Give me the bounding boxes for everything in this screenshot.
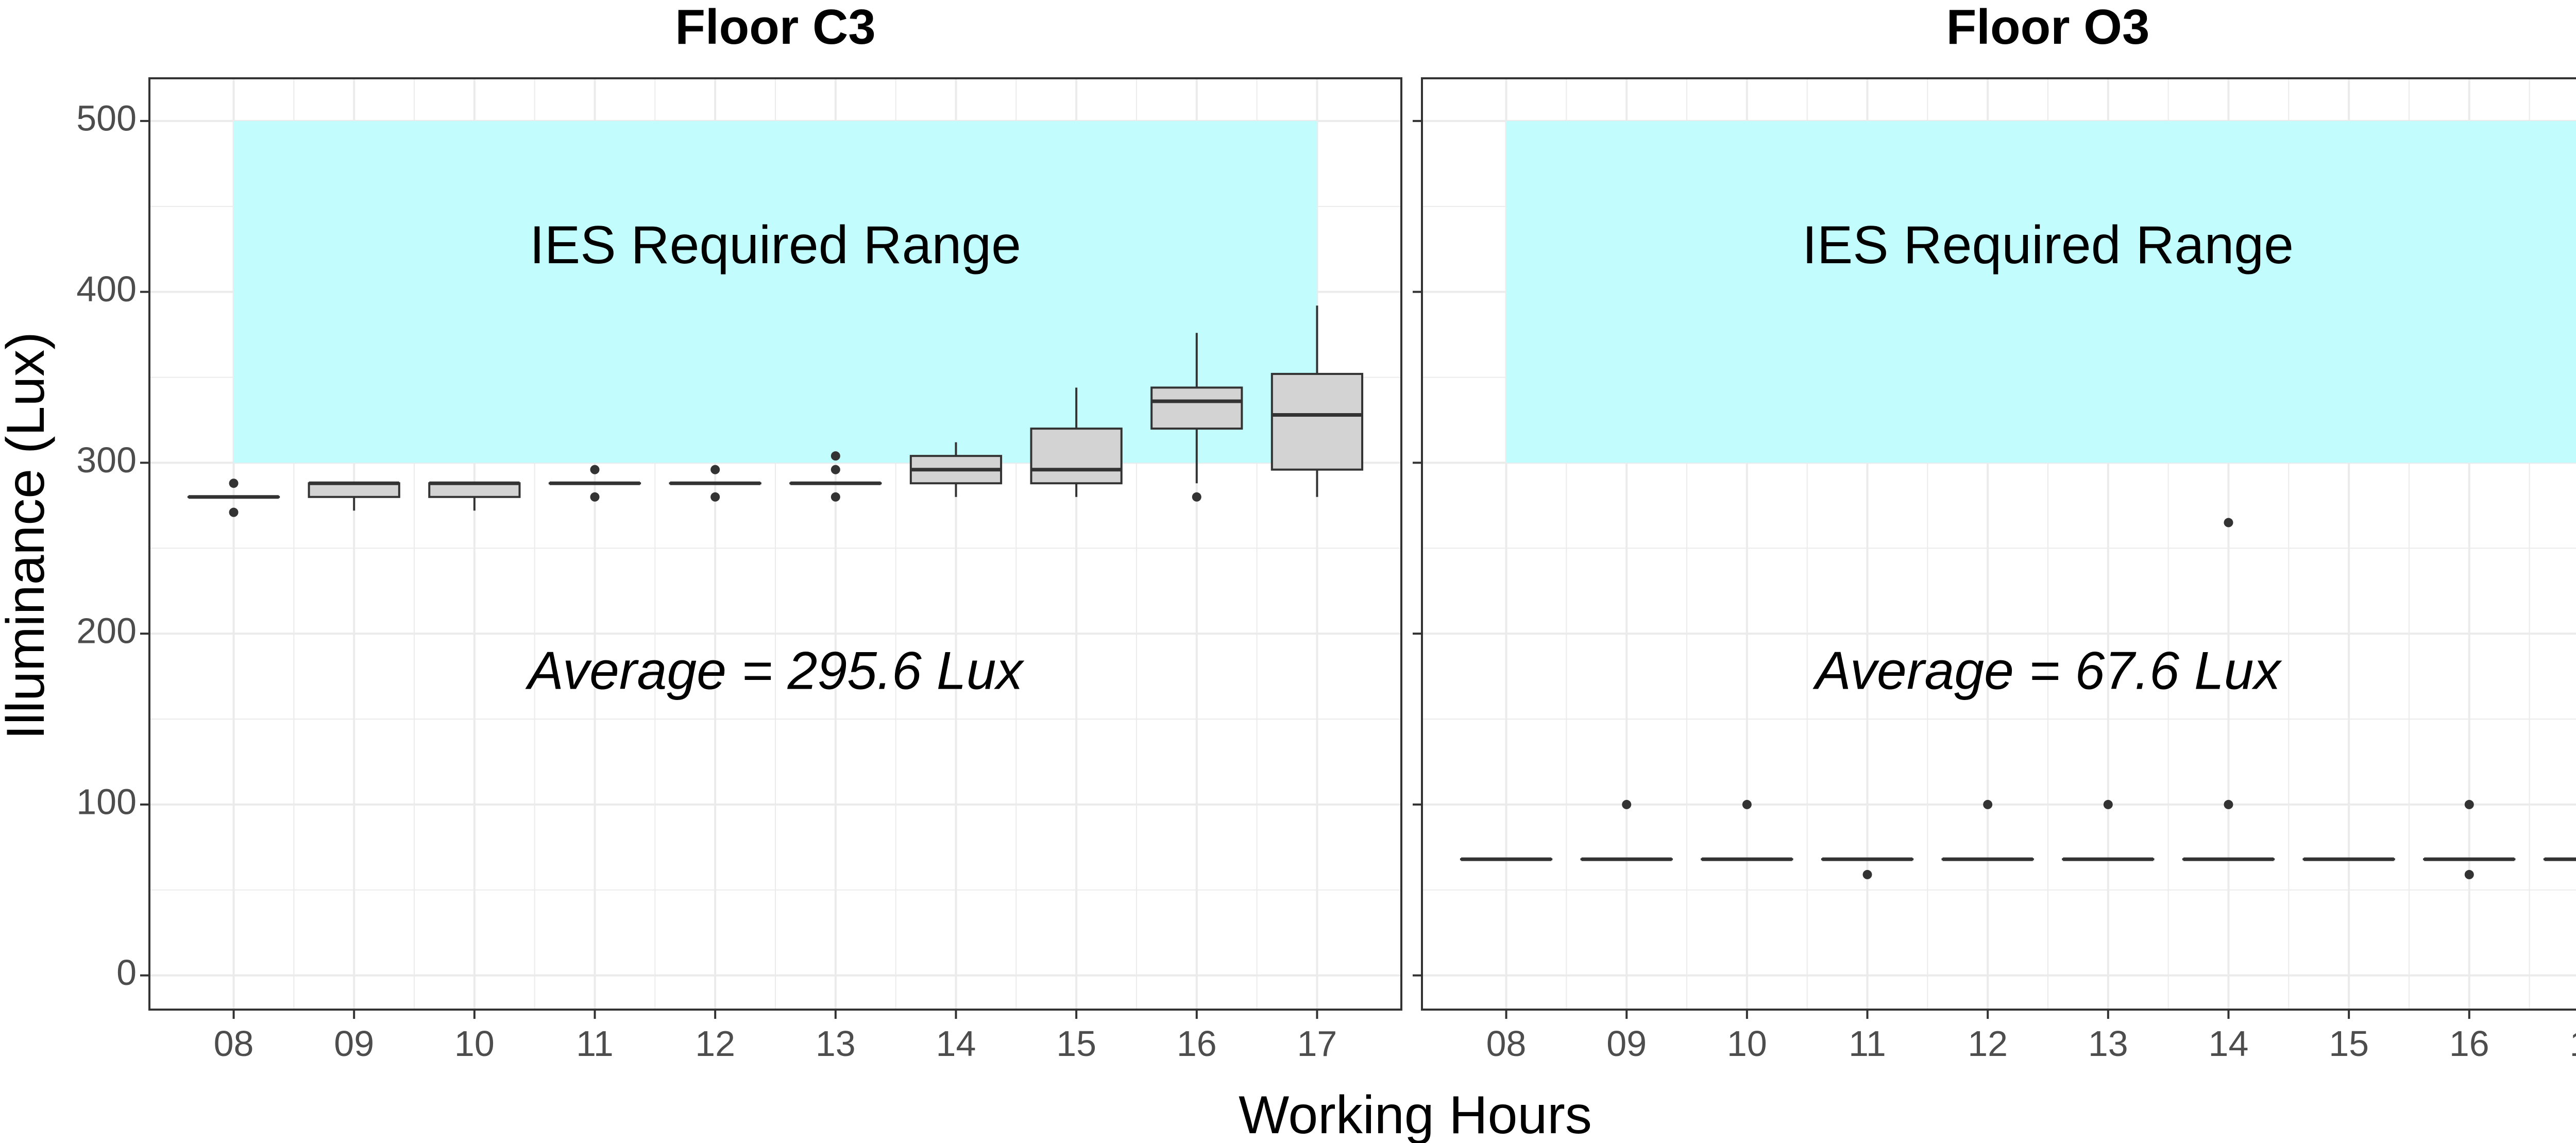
- x-tick-label: 13: [816, 1023, 856, 1064]
- box-iqr: [428, 482, 521, 498]
- box-16: [2423, 799, 2516, 879]
- outlier-point: [229, 479, 239, 488]
- box-iqr: [1030, 428, 1123, 485]
- x-tick-label: 10: [454, 1023, 495, 1064]
- x-tick-label: 15: [1056, 1023, 1096, 1064]
- y-tick-label: 400: [76, 269, 137, 309]
- x-tick-label: 08: [214, 1023, 254, 1064]
- x-tick-label: 14: [2209, 1023, 2249, 1064]
- outlier-point: [710, 465, 720, 474]
- outlier-point: [2224, 799, 2233, 809]
- box-10: [1701, 799, 1793, 861]
- x-tick-label: 11: [576, 1023, 614, 1064]
- x-tick-label: 14: [936, 1023, 976, 1064]
- box-08: [187, 479, 280, 517]
- ies-required-range-band: [233, 121, 1317, 463]
- box-09: [1580, 799, 1673, 861]
- box-12: [669, 465, 761, 502]
- y-tick-label: 200: [76, 611, 137, 651]
- y-tick-label: 0: [116, 952, 137, 993]
- panel-border: [1421, 77, 2576, 1011]
- x-tick-label: 10: [1727, 1023, 1767, 1064]
- box-12: [1941, 799, 2034, 861]
- box-11: [548, 465, 641, 502]
- box-iqr: [308, 482, 400, 498]
- outlier-point: [2464, 799, 2474, 809]
- box-15: [1030, 387, 1123, 497]
- panel-title: Floor C3: [675, 0, 875, 55]
- box-17: [2543, 857, 2576, 861]
- x-tick-label: 09: [334, 1023, 374, 1064]
- x-tick-label: 15: [2329, 1023, 2369, 1064]
- panel-title: Floor O3: [1946, 0, 2150, 55]
- y-axis-title: Illuminance (Lux): [0, 332, 56, 740]
- box-13: [2062, 799, 2155, 861]
- box-16: [1150, 333, 1243, 502]
- outlier-point: [2464, 869, 2474, 879]
- panel-floor-o3: IES Required Range Average = 67.6 Lux 08 09…: [1413, 0, 2576, 1064]
- ies-range-label: IES Required Range: [530, 215, 1021, 275]
- panel-border: [148, 77, 1402, 1011]
- outlier-point: [2103, 799, 2113, 809]
- x-tick-label: 16: [1177, 1023, 1217, 1064]
- outlier-point: [590, 492, 600, 502]
- x-tick-label: 17: [1297, 1023, 1337, 1064]
- box-17: [1270, 305, 1364, 497]
- x-tick-label: 13: [2088, 1023, 2128, 1064]
- x-tick-label: 12: [695, 1023, 735, 1064]
- box-09: [308, 481, 400, 511]
- average-label: Average = 295.6 Lux: [525, 641, 1025, 701]
- outlier-point: [1192, 492, 1201, 502]
- box-14: [909, 442, 1003, 497]
- box-13: [789, 451, 882, 502]
- outlier-point: [2224, 518, 2233, 527]
- y-axis-tick-labels: 0 100 200 300 400 500: [76, 98, 137, 993]
- box-10: [428, 481, 521, 511]
- box-11: [1821, 857, 1914, 879]
- outlier-point: [1983, 799, 1993, 809]
- x-tick-label: 11: [1849, 1023, 1886, 1064]
- box-iqr: [1150, 386, 1243, 430]
- panel-floor-c3: IES Required Range Average = 295.6 Lux 08 0…: [140, 0, 1402, 1064]
- y-tick-label: 300: [76, 440, 137, 480]
- outlier-point: [1862, 869, 1872, 879]
- box-iqr: [1270, 372, 1364, 471]
- outlier-point: [229, 507, 239, 517]
- average-label: Average = 67.6 Lux: [1812, 641, 2283, 701]
- outlier-point: [831, 492, 840, 502]
- y-tick-label: 500: [76, 98, 137, 138]
- ies-range-label: IES Required Range: [1802, 215, 2294, 275]
- x-tick-label: 08: [1486, 1023, 1527, 1064]
- outlier-point: [831, 465, 840, 474]
- x-tick-label: 17: [2570, 1023, 2576, 1064]
- outlier-point: [710, 492, 720, 502]
- outlier-point: [590, 465, 600, 474]
- ies-required-range-band: [1506, 121, 2576, 463]
- x-tick-label: 16: [2449, 1023, 2489, 1064]
- outlier-point: [1622, 799, 1632, 809]
- outlier-point: [1742, 799, 1752, 809]
- outlier-point: [831, 451, 840, 461]
- x-tick-label: 09: [1606, 1023, 1647, 1064]
- box-14: [2182, 518, 2275, 861]
- x-axis-title: Working Hours: [1239, 1085, 1592, 1143]
- x-tick-label: 12: [1968, 1023, 2008, 1064]
- y-tick-label: 100: [76, 781, 137, 822]
